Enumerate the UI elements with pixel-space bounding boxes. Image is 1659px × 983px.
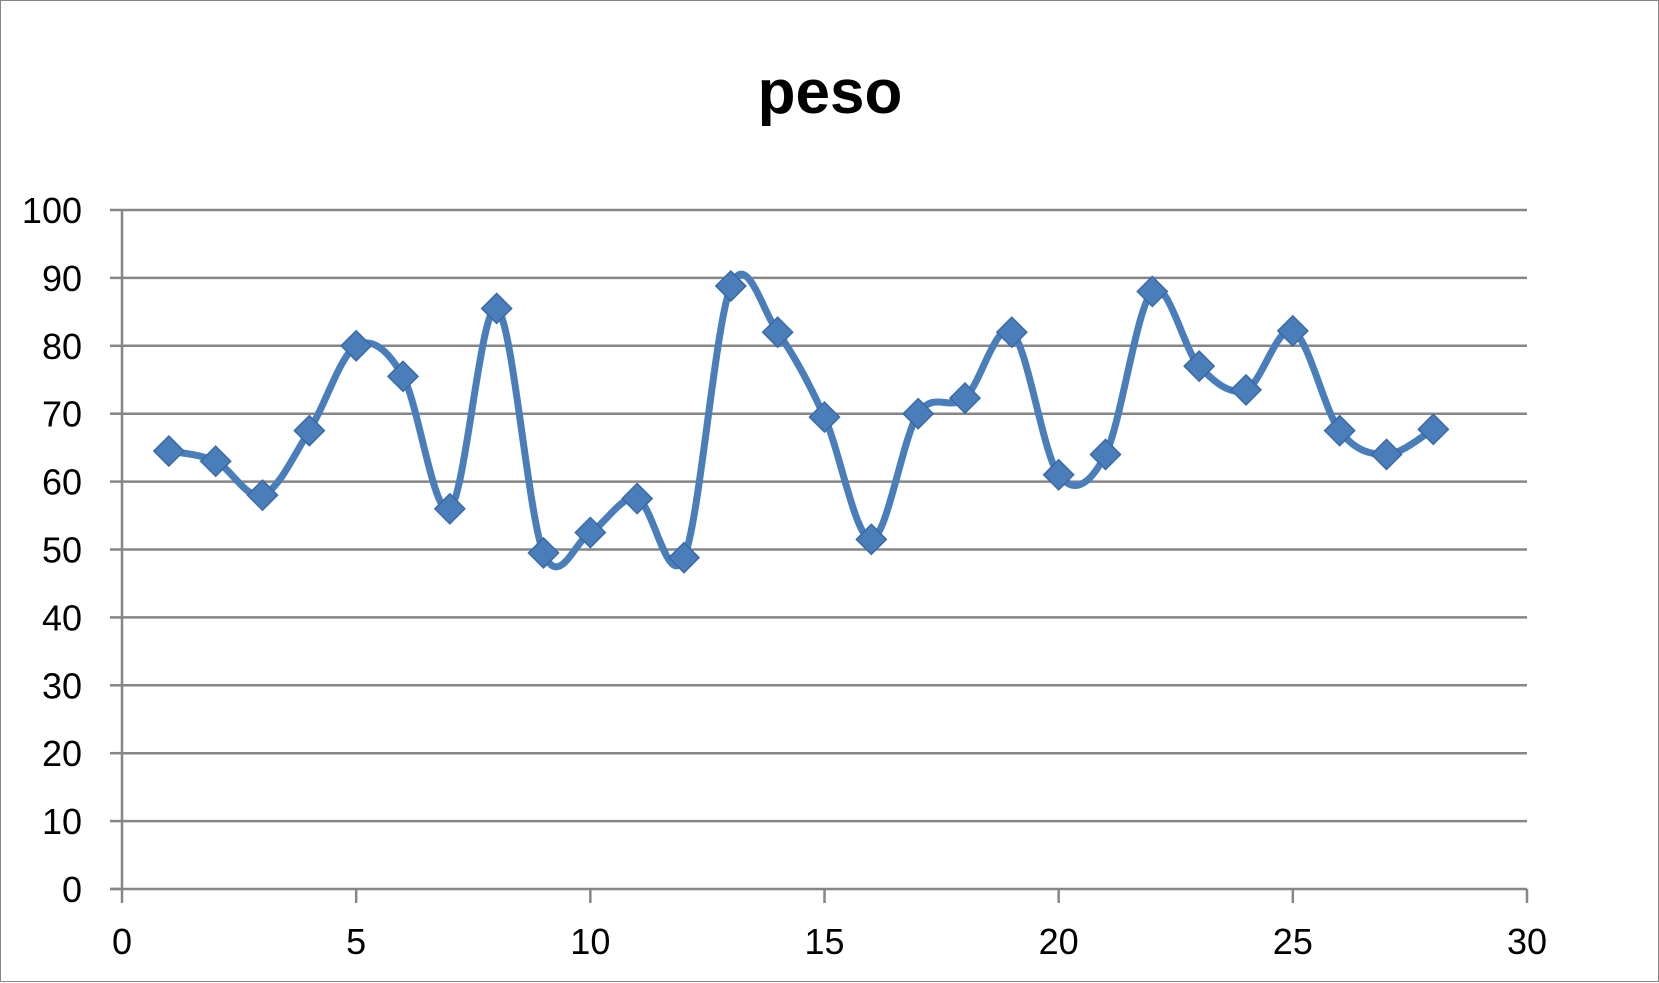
data-point-1 (152, 434, 185, 468)
data-point-2 (199, 445, 232, 478)
gridlines (122, 208, 1527, 823)
data-point-24 (1229, 373, 1263, 406)
data-point-5 (340, 329, 373, 362)
x-tick-label: 10 (570, 921, 610, 962)
data-point-26 (1323, 414, 1356, 447)
data-point-14 (761, 316, 794, 349)
y-tick-label: 90 (42, 258, 82, 299)
data-point-11 (621, 482, 654, 515)
x-tick-label: 5 (346, 921, 366, 962)
data-point-6 (386, 360, 420, 393)
data-point-13 (714, 269, 747, 303)
x-tick-label: 25 (1273, 921, 1313, 962)
data-point-17 (902, 397, 935, 430)
series-line-0 (165, 270, 1437, 571)
x-tick-label: 15 (804, 921, 844, 962)
y-tick-label: 40 (42, 597, 82, 638)
y-tick-label: 80 (42, 326, 82, 367)
data-point-25 (1276, 314, 1309, 347)
data-point-12 (667, 541, 701, 574)
data-point-15 (808, 401, 841, 434)
y-tick-label: 20 (42, 733, 82, 774)
data-point-28 (1417, 413, 1450, 446)
y-tick-label: 0 (62, 869, 82, 910)
data-point-7 (433, 492, 466, 525)
data-point-10 (574, 516, 607, 549)
y-tick-label: 70 (42, 394, 82, 435)
chart-title: peso (758, 58, 903, 127)
y-tick-label: 10 (42, 801, 82, 842)
x-tick-labels: 0 5 10 15 20 25 30 (112, 921, 1547, 962)
y-tick-labels: 0 10 20 30 40 50 60 70 80 90 100 (22, 190, 82, 910)
data-point-3 (246, 479, 279, 512)
data-point-27 (1370, 438, 1403, 471)
y-tick-label: 60 (42, 462, 82, 503)
axes (110, 208, 1529, 903)
data-point-21 (1089, 438, 1122, 471)
data-point-18 (948, 382, 982, 415)
data-markers (152, 269, 1450, 574)
data-point-16 (855, 523, 888, 556)
series-peso (165, 270, 1437, 571)
data-point-23 (1183, 350, 1216, 383)
x-tick-label: 0 (112, 921, 132, 962)
x-tick-label: 30 (1507, 921, 1547, 962)
data-point-20 (1042, 458, 1075, 491)
y-tick-label: 100 (22, 190, 82, 231)
data-point-8 (480, 292, 513, 325)
data-point-19 (995, 316, 1028, 349)
data-point-9 (527, 536, 560, 569)
y-tick-label: 30 (42, 665, 82, 706)
x-tick-label: 20 (1039, 921, 1079, 962)
data-point-22 (1136, 275, 1169, 308)
data-point-4 (293, 414, 326, 447)
y-tick-label: 50 (42, 530, 82, 571)
